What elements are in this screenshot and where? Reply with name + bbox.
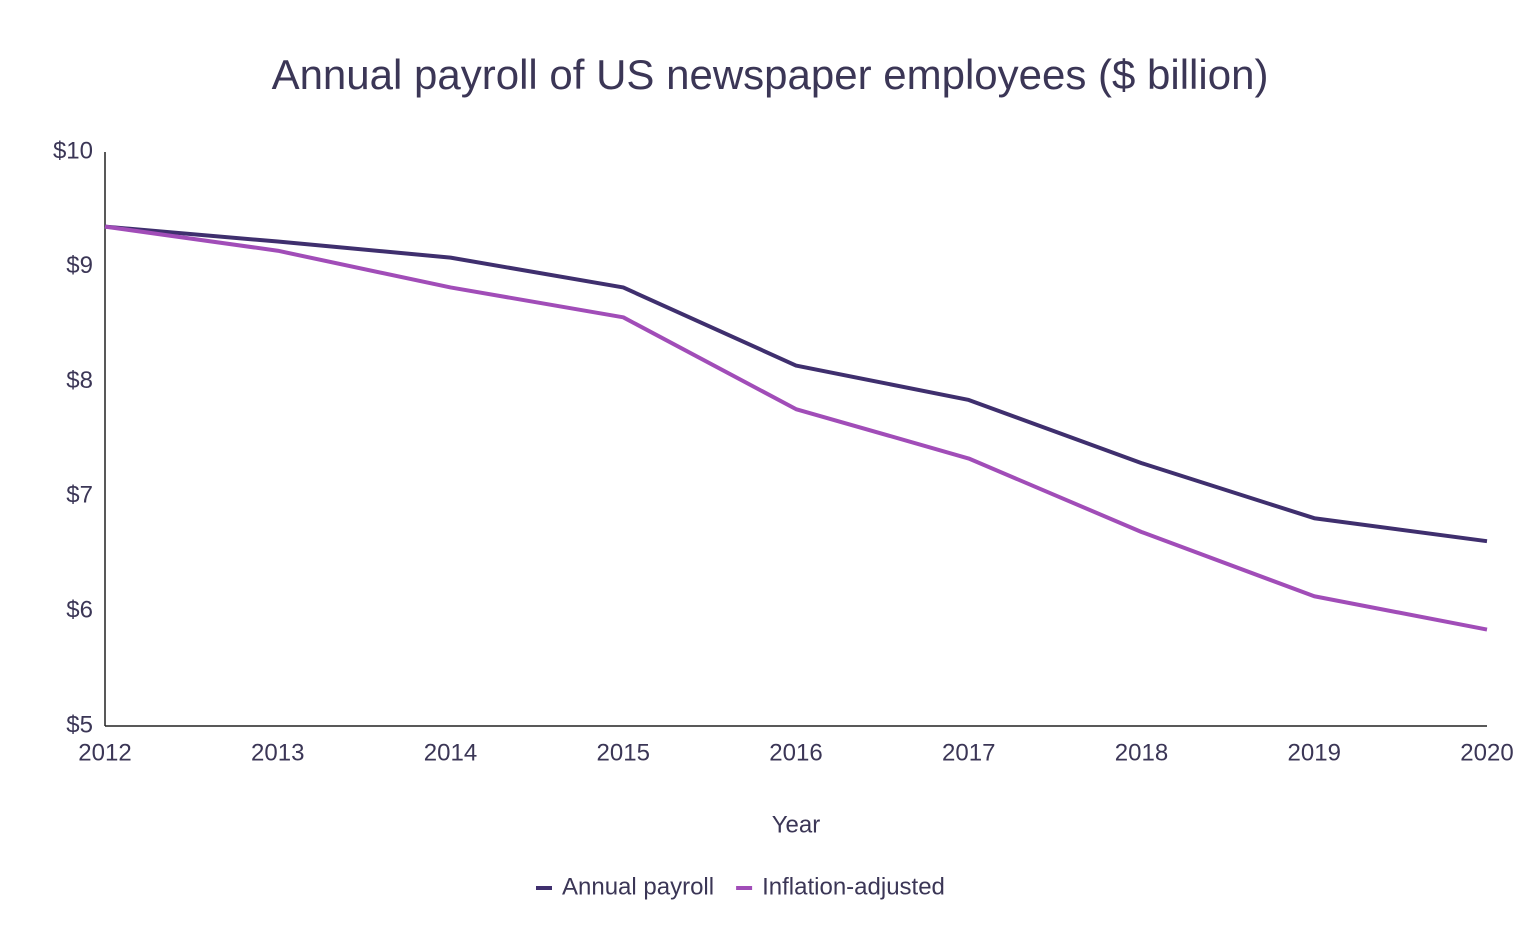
line-series [104,224,1488,544]
x-tick-label: 2020 [1460,739,1513,766]
y-tick-label: $10 [53,137,93,164]
x-tick-label: 2019 [1288,739,1341,766]
y-tick-label: $5 [66,711,93,738]
x-tick-label: 2015 [597,739,650,766]
legend-label: Annual payroll [562,873,714,900]
x-tick-label: 2017 [942,739,995,766]
legend-label: Inflation-adjusted [762,873,945,900]
x-tick-label: 2016 [769,739,822,766]
chart-title: Annual payroll of US newspaper employees… [272,51,1269,98]
x-tick-label: 2018 [1115,739,1168,766]
x-tick-label: 2014 [424,739,477,766]
x-tick-label: 2013 [251,739,304,766]
line-series [104,224,1488,632]
x-tick-label: 2012 [78,739,131,766]
y-tick-label: $7 [66,482,93,509]
x-axis-label: Year [772,811,821,838]
y-tick-label: $8 [66,367,93,394]
y-tick-label: $9 [66,252,93,279]
y-tick-label: $6 [66,597,93,624]
